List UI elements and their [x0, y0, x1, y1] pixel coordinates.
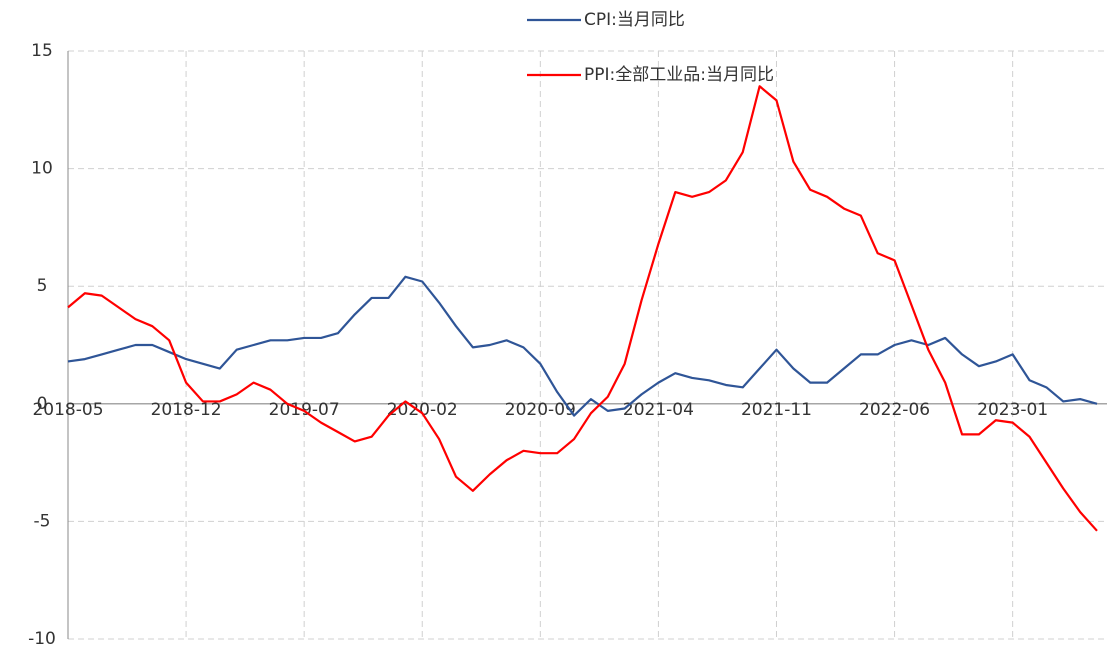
y-tick-label: 10: [31, 159, 53, 179]
x-tick-label: 2021-11: [741, 400, 812, 420]
x-tick-label: 2018-05: [32, 400, 103, 420]
legend-label: PPI:全部工业品:当月同比: [584, 65, 774, 85]
x-tick-label: 2020-02: [387, 400, 458, 420]
series-line: [67, 275, 1098, 417]
y-tick-label: 15: [31, 41, 53, 61]
y-tick-label: 0: [37, 394, 48, 414]
x-tick-label: 2018-12: [151, 400, 222, 420]
x-tick-label: 2022-06: [859, 400, 930, 420]
x-tick-label: 2021-04: [623, 400, 694, 420]
y-tick-label: -5: [34, 511, 51, 531]
x-tick-label: 2023-01: [977, 400, 1048, 420]
x-tick-label: 2020-09: [505, 400, 576, 420]
series-line: [67, 85, 1098, 532]
y-tick-label: -10: [28, 629, 56, 647]
legend-label: CPI:当月同比: [584, 10, 685, 30]
y-tick-label: 5: [37, 276, 48, 296]
